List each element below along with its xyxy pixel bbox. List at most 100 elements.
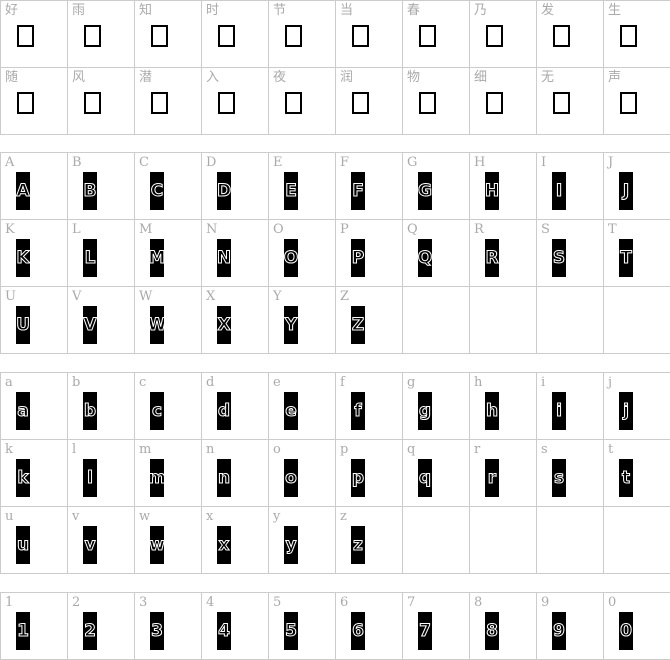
glyph-sample: R [485,239,499,277]
glyph-sample: v [83,526,97,564]
glyph-label: 节 [273,3,287,18]
missing-glyph-box [620,92,637,114]
glyph-label: a [5,375,13,390]
glyph-sample: u [16,526,30,564]
glyph-sample: 2 [83,612,97,650]
glyph-sample: 0 [619,612,633,650]
glyph-label: e [273,375,281,390]
glyph-sample: p [351,459,365,497]
glyph-label: G [407,155,418,170]
glyph-label: N [206,222,218,237]
glyph-cell: 风 [68,68,135,135]
glyph-sample: h [485,392,499,430]
missing-glyph-box [419,25,436,47]
glyph-sample: r [485,459,499,497]
glyph-label: 知 [139,3,153,18]
glyph-label: 5 [273,595,282,610]
glyph-label: U [5,289,16,304]
glyph-cell: 细 [470,68,537,135]
glyph-sample: S [552,239,566,277]
glyph-sample: 1 [16,612,30,650]
missing-glyph-box [218,25,235,47]
glyph-label: 当 [340,3,354,18]
glyph-cell: 节 [269,1,336,68]
glyph-label: x [206,509,214,524]
glyph-cell: 夜 [269,68,336,135]
glyph-sample: P [351,239,365,277]
glyph-label: g [407,375,416,390]
glyph-cell: 春 [403,1,470,68]
glyph-cell: 潜 [135,68,202,135]
missing-glyph-box [620,25,637,47]
glyph-label: H [474,155,486,170]
glyph-label: 声 [608,70,622,85]
glyph-label: 3 [139,595,148,610]
glyph-label: F [340,155,350,170]
missing-glyph-box [218,92,235,114]
glyph-sample: I [552,172,566,210]
glyph-label: 物 [407,70,421,85]
glyph-cell: 随 [1,68,68,135]
glyph-sample: a [16,392,30,430]
glyph-label: u [5,509,14,524]
glyph-sample: B [83,172,97,210]
glyph-cell: 发 [537,1,604,68]
missing-glyph-box [486,25,503,47]
glyph-sample: U [16,306,30,344]
glyph-label: p [340,442,349,457]
glyph-cell: 入 [202,68,269,135]
glyph-sample: q [418,459,432,497]
glyph-label: 入 [206,70,220,85]
glyph-label: q [407,442,416,457]
glyph-label: o [273,442,281,457]
glyph-label: M [139,222,153,237]
glyph-label: Q [407,222,418,237]
glyph-cell: 无 [537,68,604,135]
glyph-sample: i [552,392,566,430]
glyph-label: h [474,375,483,390]
glyph-label: 乃 [474,3,488,18]
glyph-cell [470,287,537,354]
glyph-label: L [72,222,81,237]
glyph-sample: f [351,392,365,430]
glyph-label: J [608,155,614,170]
glyph-label: 好 [5,3,19,18]
glyph-sample: j [619,392,633,430]
glyph-label: P [340,222,349,237]
glyph-sample: N [217,239,231,277]
glyph-sample: z [351,526,365,564]
glyph-label: X [206,289,216,304]
glyph-sample: b [83,392,97,430]
glyph-sample: m [150,459,164,497]
missing-glyph-box [553,92,570,114]
glyph-cell: 物 [403,68,470,135]
glyph-label: n [206,442,215,457]
glyph-sample: V [83,306,97,344]
glyph-label: v [72,509,80,524]
glyph-cell: 雨 [68,1,135,68]
glyph-label: j [608,375,613,390]
glyph-label: r [474,442,481,457]
glyph-label: W [139,289,153,304]
glyph-label: 生 [608,3,622,18]
